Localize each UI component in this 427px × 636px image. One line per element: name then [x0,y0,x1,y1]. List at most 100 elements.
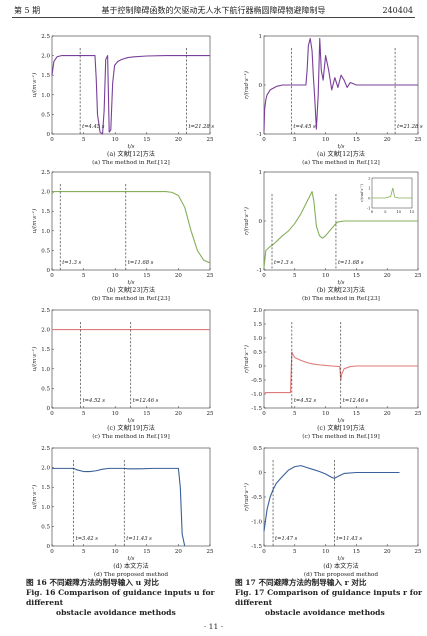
article-code: 240404 [382,6,413,15]
issue-number: 第 5 期 [14,6,41,15]
event-marker-label: t=21.28 s [397,124,423,130]
plot-frame [51,309,211,409]
event-marker-label: t=11.43 s [336,536,362,542]
x-tick-label: 25 [415,411,422,417]
event-marker-label: t=11.43 s [126,536,152,542]
x-tick-label: 0 [262,273,266,279]
y-tick-label: 1 [259,34,263,40]
y-tick-label: 0.5 [41,248,50,254]
fig17-caption-en-2: obstacle avoidance methods [265,608,385,617]
x-tick-label: 20 [384,137,391,143]
plot-frame [51,35,211,135]
y-tick-label: -1.5 [251,406,262,412]
event-marker-label: t=1.3 s [274,260,293,266]
y-axis-label: r/(rad·s⁻¹) [243,207,250,235]
y-tick-label: 1.5 [41,209,50,215]
inset-y-tick-label: 0 [368,196,371,201]
y-tick-label: 1.0 [41,93,50,99]
event-marker-label: t=1.3 s [62,260,81,266]
y-tick-label: 0 [47,406,51,412]
y-tick-label: 2.5 [41,34,50,40]
y-tick-label: 2.5 [41,446,50,452]
y-tick-label: 2.0 [41,54,50,60]
x-tick-label: 15 [143,411,150,417]
inset-y-tick-label: 2 [368,176,371,181]
inset-y-axis-label: r/(rad·s⁻¹) [360,183,364,202]
y-tick-label: 1.5 [41,347,50,353]
y-tick-label: 0 [47,268,51,274]
y-tick-label: 0 [259,83,263,89]
x-tick-label: 20 [175,137,182,143]
x-axis-label: t/s [338,418,345,424]
subfigure-caption-cn: (c) 文献[19]方法 [107,424,155,432]
x-tick-label: 5 [82,137,86,143]
event-marker-label: t=11.68 s [128,260,154,266]
x-tick-label: 5 [82,273,86,279]
x-tick-label: 20 [384,549,391,555]
x-tick-label: 10 [322,137,329,143]
y-tick-label: -1 [257,132,262,138]
chart-16d: 0 5 10 15 20 25 0 0.5 1.0 1.5 2.0 2.5 t/s u/(m·s⁻¹) t=… [31,446,214,578]
x-axis-label: t/s [128,556,135,562]
x-tick-label: 15 [143,273,150,279]
x-tick-label: 5 [293,549,297,555]
x-tick-label: 0 [262,137,266,143]
y-tick-label: -1.5 [251,544,262,550]
y-tick-label: 0.5 [253,446,262,452]
event-marker-label: t=12.46 s [133,398,159,404]
y-axis-label: r/(rad·s⁻¹) [243,345,250,373]
y-tick-label: 2.5 [41,170,50,176]
inset-x-tick-label: 0 [371,209,374,214]
x-axis-label: t/s [338,280,345,286]
x-axis-label: t/s [128,280,135,286]
x-axis-label: t/s [338,144,345,150]
y-tick-label: 1.0 [253,336,262,342]
y-tick-label: 1.0 [41,367,50,373]
y-tick-label: 1.5 [41,73,50,79]
x-tick-label: 15 [353,411,360,417]
subfigure-caption-en: (d) The proposed method [94,571,169,578]
inset-x-tick-label: 15 [410,209,415,214]
y-tick-label: 0 [259,219,263,225]
x-tick-label: 0 [262,549,266,555]
chart-16c: 0 5 10 15 20 25 0 0.5 1.0 1.5 2.0 2.5 t/s u/(m·s⁻¹) t=… [31,308,214,440]
plot-frame [51,171,211,271]
plot-frame [263,447,419,547]
x-axis-label: t/s [338,556,345,562]
x-tick-label: 20 [175,411,182,417]
y-tick-label: -1.0 [251,520,262,526]
event-marker-label: t=4.52 s [83,398,106,404]
x-tick-label: 10 [322,273,329,279]
x-tick-label: 5 [293,411,297,417]
x-tick-label: 0 [50,411,54,417]
subfigure-caption-cn: (c) 文献[19]方法 [317,424,365,432]
fig16-caption-en-1: Fig. 16 Comparison of guidance inputs u … [26,588,215,607]
series-line [263,351,418,395]
y-axis-label: u/(m·s⁻¹) [31,485,38,510]
inset-y-tick-label: -1 [367,206,371,211]
subfigure-caption-cn: (a) 文献[12]方法 [107,150,155,158]
event-marker-label: t=12.46 s [343,398,369,404]
inset-y-tick-label: 1 [368,186,370,191]
subfigure-caption-en: (d) The proposed method [304,571,379,578]
x-tick-label: 5 [293,137,297,143]
x-tick-label: 5 [82,411,86,417]
series-line [51,191,211,264]
x-tick-label: 10 [112,411,119,417]
inset-series-line [372,187,412,199]
x-axis-label: t/s [128,144,135,150]
x-tick-label: 10 [112,273,119,279]
x-tick-label: 10 [322,549,329,555]
x-tick-label: 25 [207,411,214,417]
event-marker-label: t=11.68 s [338,260,364,266]
subfigure-caption-en: (c) The method in Ref.[19] [92,433,169,440]
x-tick-label: 25 [207,273,214,279]
y-tick-label: 1.5 [41,485,50,491]
event-marker-label: t=4.52 s [294,398,317,404]
x-tick-label: 25 [415,137,422,143]
event-marker-label: t=1.47 s [275,536,298,542]
fig16-caption: 图 16 不同避障方法的制导输入 u 对比 Fig. 16 Comparison… [26,578,226,618]
journal-running-title: 基于控制障碍函数的欠驱动无人水下航行器椭圆障碍物避障制导 [101,6,326,15]
y-tick-label: 2.5 [41,308,50,314]
x-tick-label: 20 [175,273,182,279]
